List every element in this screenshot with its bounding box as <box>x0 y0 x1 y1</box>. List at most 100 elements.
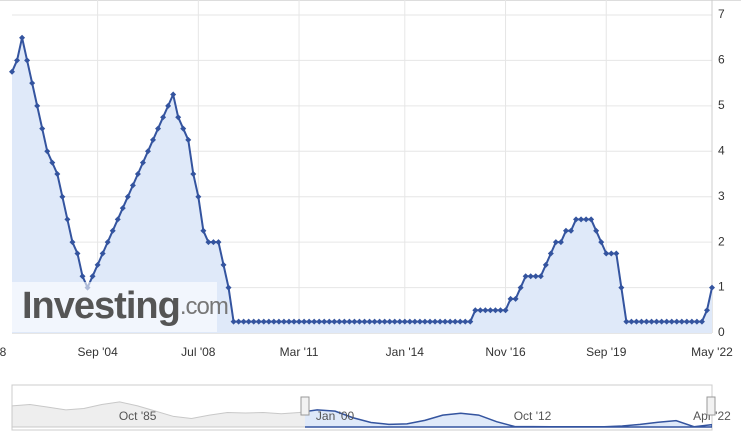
point[interactable] <box>250 318 257 325</box>
point[interactable] <box>603 250 610 257</box>
point[interactable] <box>59 193 66 200</box>
point[interactable] <box>608 250 615 257</box>
point[interactable] <box>74 250 81 257</box>
point[interactable] <box>442 318 449 325</box>
point[interactable] <box>613 250 620 257</box>
point[interactable] <box>215 239 222 246</box>
point[interactable] <box>39 125 46 132</box>
point[interactable] <box>245 318 252 325</box>
point[interactable] <box>567 227 574 234</box>
point[interactable] <box>170 91 177 98</box>
point[interactable] <box>210 239 217 246</box>
navigator[interactable]: Oct '85 Jan '00 Oct '12 Apr '22 <box>11 384 731 431</box>
point[interactable] <box>578 216 585 223</box>
point[interactable] <box>306 318 313 325</box>
point[interactable] <box>452 318 459 325</box>
point[interactable] <box>547 250 554 257</box>
point[interactable] <box>79 273 86 280</box>
point[interactable] <box>426 318 433 325</box>
point[interactable] <box>124 193 131 200</box>
point[interactable] <box>381 318 388 325</box>
point[interactable] <box>29 80 36 87</box>
point[interactable] <box>462 318 469 325</box>
point[interactable] <box>336 318 343 325</box>
point[interactable] <box>502 307 509 314</box>
point[interactable] <box>542 261 549 268</box>
point[interactable] <box>638 318 645 325</box>
point[interactable] <box>160 114 167 121</box>
point[interactable] <box>401 318 408 325</box>
point[interactable] <box>311 318 318 325</box>
point[interactable] <box>351 318 358 325</box>
point[interactable] <box>9 68 15 75</box>
point[interactable] <box>19 34 26 41</box>
point[interactable] <box>34 102 41 109</box>
point[interactable] <box>104 239 111 246</box>
point[interactable] <box>270 318 277 325</box>
point[interactable] <box>623 318 630 325</box>
point[interactable] <box>467 318 474 325</box>
point[interactable] <box>220 261 227 268</box>
point[interactable] <box>573 216 580 223</box>
point[interactable] <box>437 318 444 325</box>
point[interactable] <box>668 318 675 325</box>
navigator-handle[interactable] <box>300 396 310 416</box>
point[interactable] <box>366 318 373 325</box>
point[interactable] <box>698 318 705 325</box>
point[interactable] <box>301 318 308 325</box>
point[interactable] <box>155 125 162 132</box>
point[interactable] <box>537 273 544 280</box>
point[interactable] <box>527 273 534 280</box>
point[interactable] <box>54 171 61 177</box>
point[interactable] <box>643 318 650 325</box>
point[interactable] <box>44 148 51 155</box>
point[interactable] <box>522 273 529 280</box>
point[interactable] <box>562 227 569 234</box>
point[interactable] <box>391 318 398 325</box>
point[interactable] <box>49 159 56 166</box>
point[interactable] <box>683 318 690 325</box>
point[interactable] <box>280 318 287 325</box>
point[interactable] <box>200 227 207 234</box>
point[interactable] <box>230 318 237 325</box>
point[interactable] <box>326 318 333 325</box>
point[interactable] <box>180 125 187 132</box>
point[interactable] <box>185 136 192 143</box>
point[interactable] <box>598 239 605 246</box>
point[interactable] <box>296 318 303 325</box>
point[interactable] <box>421 318 428 325</box>
point[interactable] <box>477 307 484 314</box>
point[interactable] <box>94 261 101 268</box>
point[interactable] <box>678 318 685 325</box>
point[interactable] <box>240 318 247 325</box>
point[interactable] <box>235 318 242 325</box>
point[interactable] <box>321 318 328 325</box>
point[interactable] <box>225 284 232 291</box>
point[interactable] <box>150 136 157 143</box>
point[interactable] <box>507 295 514 302</box>
point[interactable] <box>371 318 378 325</box>
point[interactable] <box>114 216 121 223</box>
point[interactable] <box>411 318 418 325</box>
point[interactable] <box>593 227 600 234</box>
point[interactable] <box>205 239 212 246</box>
point[interactable] <box>557 239 564 246</box>
point[interactable] <box>618 284 625 291</box>
point[interactable] <box>346 318 353 325</box>
point[interactable] <box>255 318 262 325</box>
point[interactable] <box>24 57 31 64</box>
point[interactable] <box>260 318 267 325</box>
point[interactable] <box>275 318 282 325</box>
point[interactable] <box>119 205 126 212</box>
point[interactable] <box>583 216 590 223</box>
point[interactable] <box>552 239 559 246</box>
point[interactable] <box>532 273 539 280</box>
point[interactable] <box>195 193 202 200</box>
point[interactable] <box>633 318 640 325</box>
point[interactable] <box>265 318 272 325</box>
point[interactable] <box>487 307 494 314</box>
point[interactable] <box>341 318 348 325</box>
point[interactable] <box>331 318 338 325</box>
point[interactable] <box>492 307 499 314</box>
point[interactable] <box>709 284 715 291</box>
